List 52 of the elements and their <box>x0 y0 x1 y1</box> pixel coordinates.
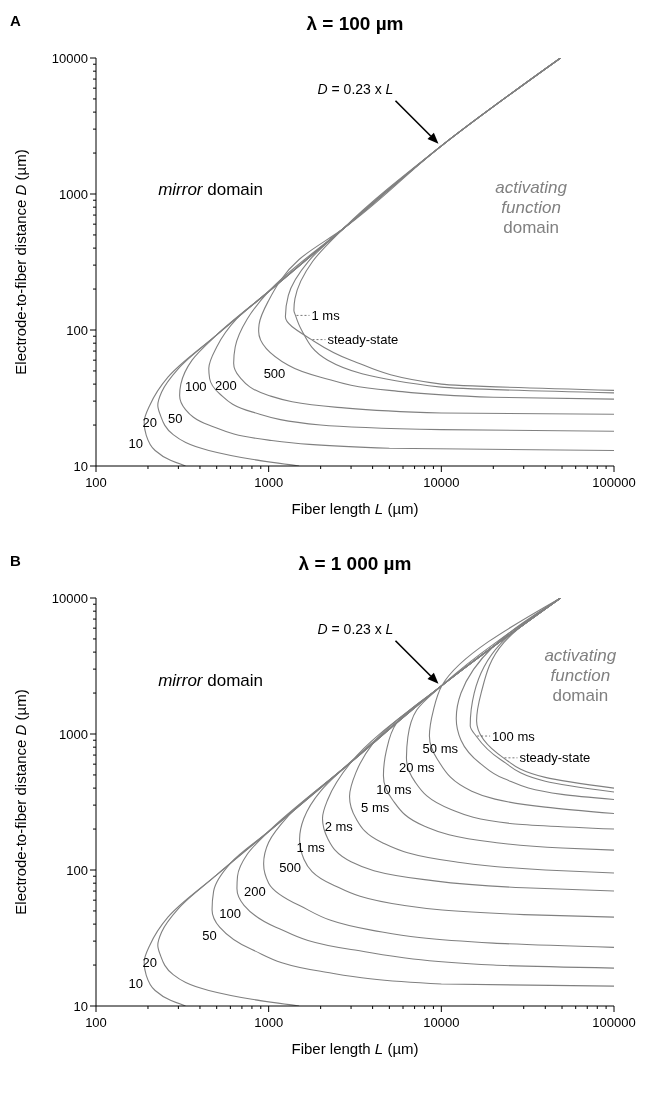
annotation: D = 0.23 x L <box>317 80 394 97</box>
chart-title: λ = 100 µm <box>306 13 404 34</box>
series-label: steady-state <box>519 750 591 766</box>
x-tick-label: 100000 <box>592 475 636 490</box>
annotation: activating function domain <box>544 646 617 706</box>
annotation: activating function domain <box>495 177 568 237</box>
y-tick-label: 100 <box>66 862 88 878</box>
y-axis-title: Electrode-to-fiber distance D (µm) <box>12 149 29 375</box>
series-label: 50 <box>202 928 217 944</box>
annotation: mirror domain <box>158 179 264 199</box>
series-label: 10 <box>128 975 144 991</box>
series-label: 200 <box>215 378 237 394</box>
y-tick-label: 1000 <box>59 186 88 202</box>
y-tick-label: 1000 <box>59 726 88 742</box>
text: B <box>10 552 21 569</box>
series-label: 200 <box>243 884 266 900</box>
series-label: 20 <box>142 955 158 971</box>
x-tick-label: 100 <box>85 475 107 490</box>
y-tick-label: 10 <box>73 998 88 1014</box>
series-label: 100 <box>219 906 242 922</box>
annotation: D = 0.23 x L <box>317 620 394 637</box>
y-tick-label: 10000 <box>51 50 88 66</box>
series-label: steady-state <box>327 332 399 348</box>
x-tick-label: 10000 <box>423 475 460 490</box>
y-tick-label: 10000 <box>51 590 88 606</box>
y-tick-label: 10 <box>73 458 88 474</box>
x-axis-title: Fiber length L (µm) <box>291 500 419 517</box>
text: A <box>10 12 21 29</box>
x-tick-label: 100000 <box>592 1015 636 1030</box>
series-label: 20 <box>142 415 158 431</box>
series-label: 10 ms <box>376 782 413 798</box>
series-label: 500 <box>279 860 301 876</box>
series-label: 10 <box>128 435 144 451</box>
annotation: mirror domain <box>158 670 264 690</box>
series-label: 50 <box>168 410 183 426</box>
x-tick-label: 100 <box>85 1015 107 1030</box>
x-tick-label: 10000 <box>423 1015 460 1030</box>
series-label: 500 <box>263 366 286 382</box>
x-tick-label: 1000 <box>254 1015 284 1030</box>
series-label: 50 ms <box>422 741 459 757</box>
series-label: 100 ms <box>492 728 536 744</box>
series-label: 5 ms <box>361 800 390 816</box>
chart-title: λ = 1 000 µm <box>298 553 412 574</box>
series-label: 20 ms <box>399 760 435 776</box>
y-tick-label: 100 <box>66 322 88 338</box>
series-label: 2 ms <box>324 819 354 835</box>
x-tick-label: 1000 <box>254 475 284 490</box>
x-axis-title: Fiber length L (µm) <box>291 1040 419 1057</box>
series-label: 1 ms <box>296 839 326 855</box>
y-axis-title: Electrode-to-fiber distance D (µm) <box>12 689 29 915</box>
series-label: 100 <box>184 379 207 395</box>
series-label: 1 ms <box>311 307 341 323</box>
